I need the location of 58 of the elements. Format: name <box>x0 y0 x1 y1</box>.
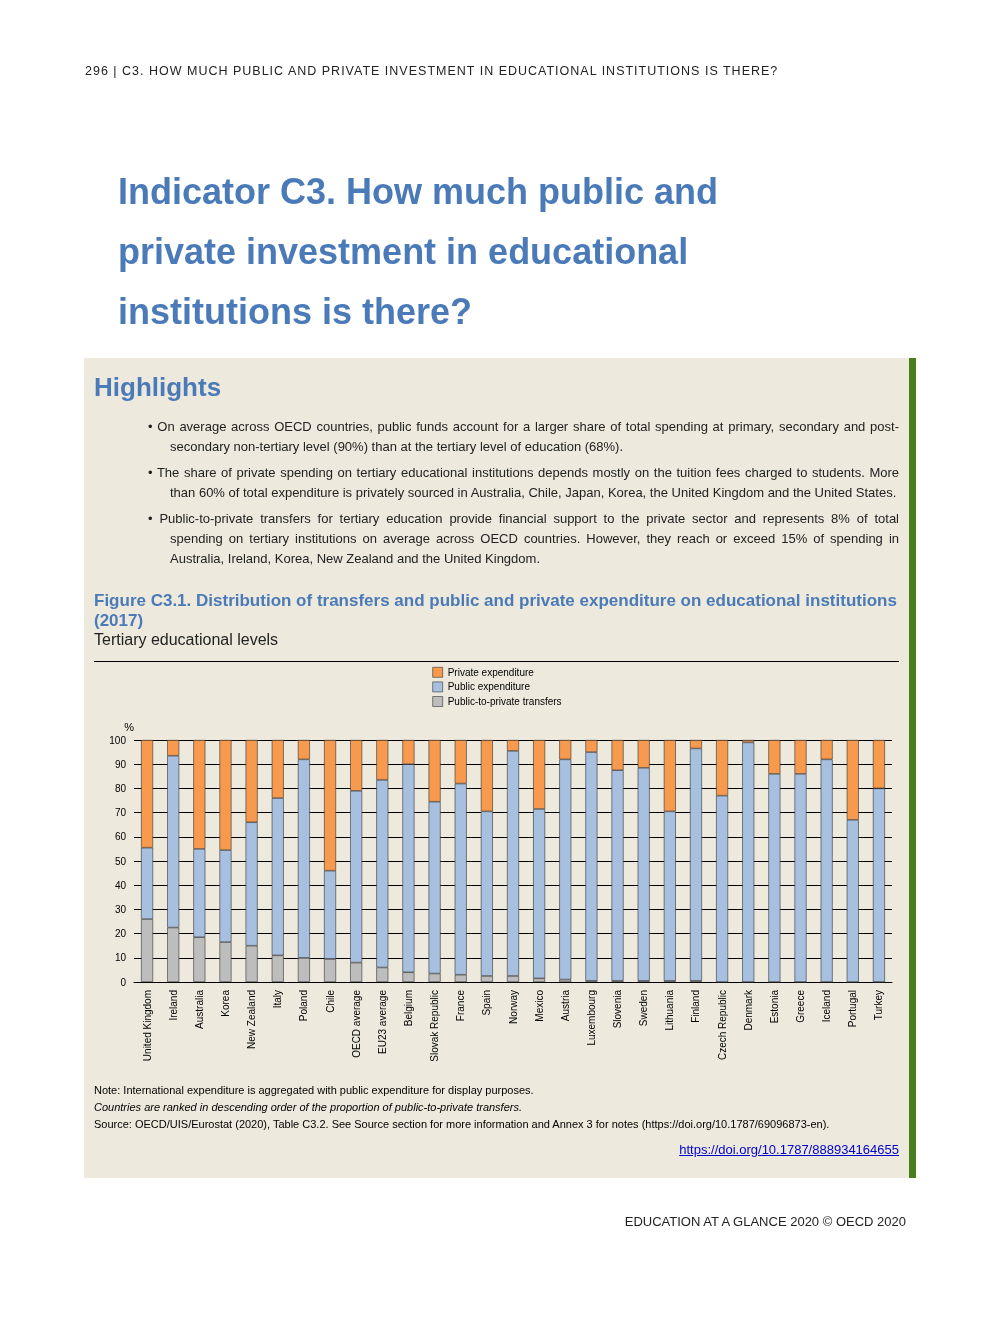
x-tick-label: Lithuania <box>664 989 676 1031</box>
chart-subtitle: Tertiary educational levels <box>94 631 899 662</box>
text: • The share of private spending on tertiary educational institutions depends mostly on the tuition fees charged to students. More than 60% of total expenditure is privately sourced in Australia, Chile, Japan, Korea, the United Kingdom and the United States. <box>148 464 899 502</box>
y-tick-label: 30 <box>114 903 127 915</box>
text: Note: International expenditure is aggregated with public expenditure for display purposes. <box>94 1083 535 1098</box>
y-tick-label: 80 <box>114 782 127 794</box>
x-tick-label: Austria <box>559 989 571 1022</box>
bar <box>742 742 755 982</box>
y-tick-label: 70 <box>114 807 127 819</box>
x-tick-label: Czech Republic <box>716 990 728 1061</box>
x-tick-label: Korea <box>219 989 231 1017</box>
text: Indicator C3. How much public and private investment in educational institutions is there? <box>117 170 720 334</box>
x-tick-label: Slovak Republic <box>429 990 441 1062</box>
x-tick-label: Luxembourg <box>585 990 597 1046</box>
text: EDUCATION AT A GLANCE 2020 © OECD 2020 <box>623 1213 907 1229</box>
x-tick-label: Estonia <box>768 989 780 1024</box>
y-tick-label: 90 <box>114 758 127 770</box>
y-tick-label: 20 <box>114 928 127 940</box>
x-tick-label: Mexico <box>533 989 545 1022</box>
y-tick-label: 100 <box>109 734 127 746</box>
x-tick-label: Slovenia <box>612 989 624 1029</box>
x-tick-label: Denmark <box>742 989 754 1031</box>
x-tick-label: Belgium <box>402 990 414 1027</box>
legend-label: Public expenditure <box>447 681 531 693</box>
x-tick-label: Spain <box>481 990 493 1016</box>
text: 296 | C3. HOW MUCH PUBLIC AND PRIVATE INVESTMENT IN EDUCATIONAL INSTITUTIONS IS THERE? <box>84 63 780 78</box>
text: • On average across OECD countries, public funds account for a larger share of total spending at primary, secondary and post-secondary non-tertiary level (90%) than at the tertiary level of education (68%). <box>148 418 899 456</box>
x-tick-label: United Kingdom <box>141 990 153 1062</box>
x-tick-label: Turkey <box>873 990 885 1021</box>
legend-label: Public-to-private transfers <box>447 696 562 707</box>
source-note: Source: OECD/UIS/Eurostat (2020), Table C3.2. See Source section for more information and Annex 3 for notes (https://doi.org/10.1787/69096873-en). <box>94 1117 831 1132</box>
x-tick-label: Australia <box>193 989 205 1029</box>
x-tick-label: France <box>455 989 467 1022</box>
x-tick-label: New Zealand <box>246 990 258 1049</box>
y-tick-label: 40 <box>114 879 127 891</box>
x-tick-label: Finland <box>690 990 702 1023</box>
x-tick-label: Sweden <box>638 990 650 1027</box>
x-tick-label: Iceland <box>821 990 833 1023</box>
text: https://doi.org/10.1787/888934164655 <box>678 1141 899 1158</box>
chart-title: Figure C3.1. Distribution of transfers and public and private expenditure on educational institutions (2017) <box>94 591 898 631</box>
x-tick-label: Portugal <box>847 990 859 1028</box>
x-tick-label: Greece <box>795 989 807 1023</box>
x-tick-label: Poland <box>298 990 310 1022</box>
x-tick-label: Chile <box>324 989 336 1013</box>
x-tick-label: Italy <box>272 990 284 1009</box>
text: Countries are ranked in descending order of the proportion of public-to-private transfers. <box>94 1100 523 1115</box>
y-tick-label: 60 <box>114 831 127 843</box>
y-tick-label: 0 <box>120 976 127 988</box>
text: Highlights <box>94 372 223 403</box>
y-axis-title: % <box>124 720 135 733</box>
x-tick-label: Ireland <box>167 990 179 1021</box>
x-tick-label: Norway <box>507 990 519 1024</box>
legend-label: Private expenditure <box>447 666 535 678</box>
y-tick-label: 50 <box>114 855 127 867</box>
x-tick-label: OECD average <box>350 989 362 1058</box>
y-tick-label: 10 <box>114 952 127 964</box>
x-tick-label: EU23 average <box>376 989 388 1054</box>
text: • Public-to-private transfers for tertiary education provide financial support to the private sector and represents 8% of total spending on tertiary institutions on average across OECD countries. However, they reach or exceed 15% of spending in Australia, Ireland, Korea, New Zealand and the United Kingdom. <box>148 510 899 568</box>
